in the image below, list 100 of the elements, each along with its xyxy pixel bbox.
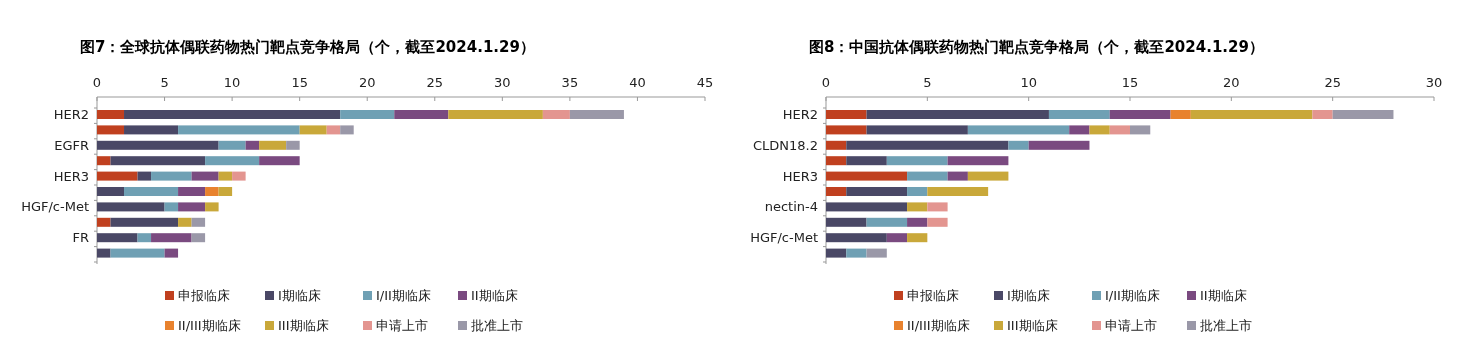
bar xyxy=(164,248,179,258)
x-tick-label: 30 xyxy=(494,75,511,90)
bar xyxy=(218,140,246,150)
bar xyxy=(866,110,1049,119)
bar xyxy=(164,202,179,212)
bar xyxy=(191,217,206,227)
bar xyxy=(826,233,887,243)
bar xyxy=(124,110,341,119)
y-tick-label: nectin-4 xyxy=(764,199,818,215)
bar xyxy=(927,187,989,196)
bar xyxy=(326,125,341,135)
bar xyxy=(205,156,260,166)
bar xyxy=(151,233,192,243)
bar xyxy=(927,217,948,227)
bar xyxy=(137,171,152,181)
y-tick-label: HER3 xyxy=(53,168,89,184)
legend-label: II/III期临床 xyxy=(178,318,241,333)
x-tick-label: 10 xyxy=(1020,75,1037,90)
legend-label: 申报临床 xyxy=(907,288,959,303)
bar xyxy=(110,156,206,166)
bar xyxy=(110,248,165,258)
legend-label: II期临床 xyxy=(471,288,518,303)
y-tick-label: CLDN18.2 xyxy=(753,137,818,153)
bar xyxy=(886,156,948,166)
bar xyxy=(178,202,206,212)
legend-label: 批准上市 xyxy=(471,318,523,333)
bar xyxy=(299,125,327,135)
bar xyxy=(286,140,300,150)
x-tick-label: 0 xyxy=(92,75,102,90)
bar xyxy=(947,171,968,181)
legend-label: 申报临床 xyxy=(178,288,230,303)
bar xyxy=(907,171,948,181)
bar xyxy=(826,125,867,135)
bar xyxy=(259,156,300,166)
bar xyxy=(886,233,908,243)
x-tick-label: 5 xyxy=(923,75,932,90)
bar xyxy=(1332,110,1394,119)
bar xyxy=(205,202,219,212)
legend-label: III期临床 xyxy=(278,318,329,333)
bar xyxy=(1312,110,1333,119)
x-tick-label: 25 xyxy=(1324,75,1341,90)
bar xyxy=(191,233,206,243)
y-tick-label: HER2 xyxy=(53,107,89,122)
x-tick-label: 20 xyxy=(358,75,376,90)
bar xyxy=(97,217,111,227)
bar xyxy=(124,187,179,196)
x-tick-label: 5 xyxy=(160,75,169,90)
bar xyxy=(218,171,233,181)
bar xyxy=(97,156,111,166)
bar xyxy=(866,217,908,227)
bar xyxy=(846,156,887,166)
bar xyxy=(97,125,125,135)
bar xyxy=(97,140,219,150)
bar xyxy=(826,171,908,181)
bar xyxy=(110,217,179,227)
bar xyxy=(137,233,152,243)
chart-title: 图8：中国抗体偶联药物热门靶点竞争格局（个，截至2024.1.29） xyxy=(809,38,1264,56)
legend-label: II期临床 xyxy=(1200,288,1247,303)
bar xyxy=(1028,140,1090,150)
bar xyxy=(205,187,219,196)
y-tick-label: HER3 xyxy=(782,168,818,184)
y-tick-label: HGF/c-Met xyxy=(21,199,89,215)
bar xyxy=(178,125,300,135)
bar xyxy=(866,248,887,258)
legend-label: III期临床 xyxy=(1007,318,1058,333)
bar xyxy=(124,125,179,135)
y-tick-label: HGF/c-Met xyxy=(750,230,818,246)
legend-label: I/II期临床 xyxy=(1105,288,1160,303)
bar xyxy=(340,125,354,135)
legend-label: I/II期临床 xyxy=(376,288,431,303)
bar xyxy=(1109,110,1171,119)
legend-label: II/III期临床 xyxy=(907,318,970,333)
legend-label: I期临床 xyxy=(1007,288,1050,303)
bar xyxy=(1190,110,1313,119)
x-tick-label: 10 xyxy=(223,75,241,90)
legend-label: 批准上市 xyxy=(1200,318,1252,333)
bar xyxy=(259,140,287,150)
x-tick-label: 40 xyxy=(629,75,646,90)
bar xyxy=(218,187,233,196)
legend-label: I期临床 xyxy=(278,288,321,303)
bar xyxy=(340,110,395,119)
legend-label: 申请上市 xyxy=(376,318,428,333)
chart-title: 图7：全球抗体偶联药物热门靶点竞争格局（个，截至2024.1.29） xyxy=(80,38,535,56)
bar xyxy=(151,171,192,181)
bar xyxy=(97,110,125,119)
bar xyxy=(97,187,125,196)
bar xyxy=(97,171,138,181)
bar xyxy=(245,140,260,150)
y-tick-label: HER2 xyxy=(782,107,818,122)
bar xyxy=(967,171,1009,181)
y-tick-label: FR xyxy=(72,230,89,246)
bar xyxy=(846,248,867,258)
bar xyxy=(947,156,1009,166)
bar xyxy=(826,248,847,258)
bar xyxy=(826,187,847,196)
x-tick-label: 25 xyxy=(426,75,444,90)
x-tick-label: 45 xyxy=(696,75,714,90)
bar xyxy=(826,156,847,166)
bar xyxy=(97,248,111,258)
bar xyxy=(1089,125,1110,135)
